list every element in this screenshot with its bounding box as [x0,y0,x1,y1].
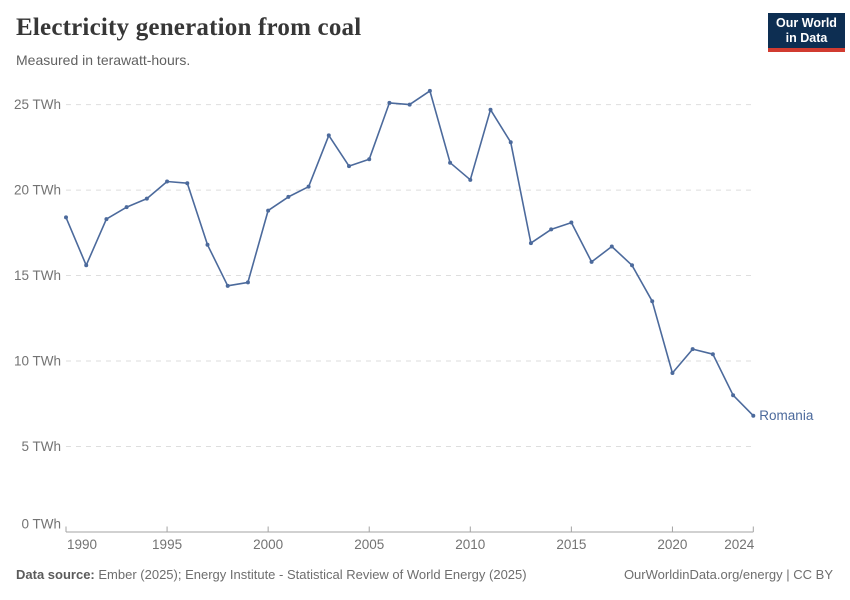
data-source: Data source: Ember (2025); Energy Instit… [16,567,527,582]
data-point [731,393,736,398]
data-point [306,184,311,189]
data-point [124,205,129,210]
data-point [569,220,574,225]
data-point [225,283,230,288]
data-point [589,259,594,264]
data-point [630,263,635,268]
x-axis-tick-label: 2024 [724,537,755,552]
x-axis-tick-label: 2005 [354,537,384,552]
y-axis-tick-label: 25 TWh [14,97,61,112]
owid-logo-line2: in Data [785,31,828,45]
data-point [144,196,149,201]
y-axis-tick-label: 20 TWh [14,183,61,198]
x-axis-tick-label: 2000 [253,537,283,552]
chart-footer: Data source: Ember (2025); Energy Instit… [16,567,833,582]
owid-logo-line1: Our World [776,16,837,30]
data-point [84,263,89,268]
data-source-text: Ember (2025); Energy Institute - Statist… [98,567,527,582]
x-axis-tick-label: 2020 [657,537,687,552]
footer-credit[interactable]: OurWorldinData.org/energy | CC BY [623,567,833,582]
data-point [367,157,372,162]
data-point [286,194,291,199]
y-axis-tick-label: 15 TWh [14,268,61,283]
data-point [245,280,250,285]
y-axis-tick-label: 5 TWh [21,439,61,454]
data-point [64,215,68,220]
series-label: Romania [759,408,814,423]
x-axis-tick-label: 2015 [556,537,586,552]
data-point [468,177,473,182]
line-series-romania [65,90,755,417]
data-point [185,181,190,186]
data-point [609,244,614,249]
data-point [326,133,331,138]
data-point [508,140,513,145]
data-point [690,347,695,352]
data-point [407,102,412,107]
x-axis-tick-label: 1995 [152,537,182,552]
data-point [488,107,493,112]
data-point [710,352,715,357]
data-point [347,164,352,169]
data-point [104,217,109,222]
x-axis-tick-label: 1990 [67,537,97,552]
data-point [165,179,170,184]
data-source-label: Data source: [16,567,99,582]
data-point [205,242,210,247]
y-axis-tick-label: 0 TWh [21,517,61,532]
data-point [650,299,655,304]
data-point [387,100,392,105]
data-point [448,160,453,165]
line-chart[interactable]: 0 TWh 5 TWh 10 TWh 15 TWh 20 TWh 25 TWh 1990 19… [0,75,850,560]
page-title: Electricity generation from coal [16,14,362,41]
data-point [528,241,533,246]
y-axis-tick-label: 10 TWh [14,354,61,369]
chart-subtitle: Measured in terawatt-hours. [16,52,191,68]
owid-logo[interactable]: Our World in Data [768,13,845,52]
x-axis-tick-label: 2010 [455,537,485,552]
data-point [751,413,756,418]
data-point [670,371,675,376]
data-point [549,227,554,232]
data-point [427,88,432,93]
data-point [266,208,271,213]
